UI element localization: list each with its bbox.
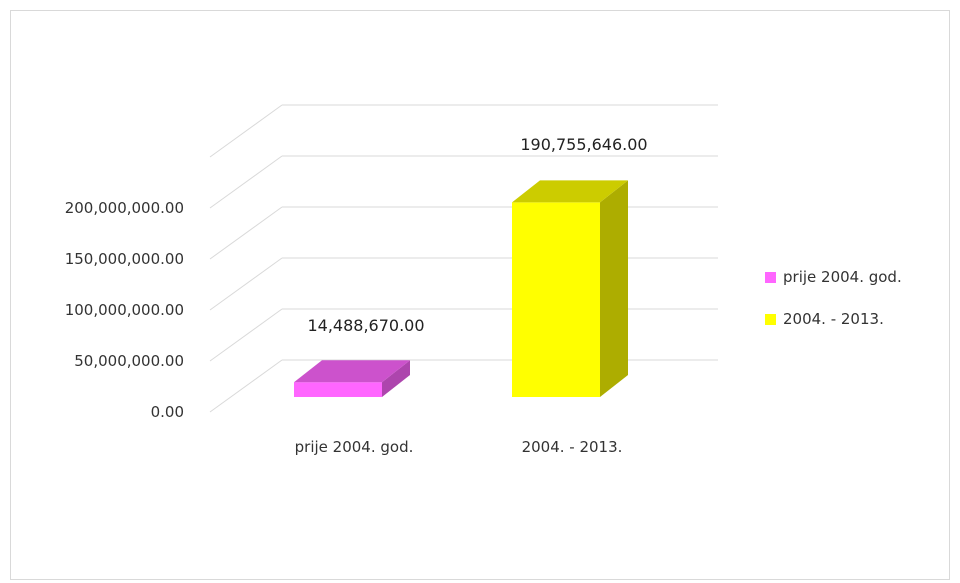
y-tick-label: 150,000,000.00 bbox=[65, 250, 184, 268]
gridline-diagonal bbox=[209, 155, 283, 209]
gridline-diagonal bbox=[209, 308, 283, 362]
gridline-diagonal bbox=[209, 257, 283, 311]
y-tick-label: 0.00 bbox=[151, 403, 184, 421]
bar-front bbox=[512, 202, 600, 397]
data-label: 190,755,646.00 bbox=[520, 135, 647, 154]
bars bbox=[294, 180, 628, 397]
legend-item: prije 2004. god. bbox=[765, 268, 902, 286]
legend-swatch bbox=[765, 314, 776, 325]
category-labels: prije 2004. god. 2004. - 2013. bbox=[295, 438, 623, 456]
gridlines bbox=[209, 104, 718, 413]
bar-side bbox=[382, 360, 410, 397]
legend-label: prije 2004. god. bbox=[783, 268, 902, 286]
category-label: 2004. - 2013. bbox=[522, 438, 623, 456]
data-label: 14,488,670.00 bbox=[307, 316, 424, 335]
y-tick-label: 100,000,000.00 bbox=[65, 301, 184, 319]
legend-item: 2004. - 2013. bbox=[765, 310, 884, 328]
y-tick-label: 200,000,000.00 bbox=[65, 199, 184, 217]
legend-label: 2004. - 2013. bbox=[783, 310, 884, 328]
gridline-diagonal bbox=[209, 359, 283, 413]
category-label: prije 2004. god. bbox=[295, 438, 414, 456]
bar-top bbox=[512, 180, 628, 203]
legend-swatch bbox=[765, 272, 776, 283]
y-tick-labels: 0.00 50,000,000.00 100,000,000.00 150,000,0… bbox=[65, 199, 184, 421]
gridline-diagonal-top bbox=[209, 104, 283, 158]
bar-top bbox=[294, 360, 410, 383]
data-labels: 14,488,670.00 190,755,646.00 bbox=[307, 135, 647, 335]
bar-1 bbox=[294, 360, 410, 397]
y-tick-label: 50,000,000.00 bbox=[74, 352, 184, 370]
bar-front bbox=[294, 382, 382, 397]
legend: prije 2004. god. 2004. - 2013. bbox=[765, 268, 902, 328]
gridline-diagonal bbox=[209, 206, 283, 260]
bar-side bbox=[600, 180, 628, 397]
bar-2 bbox=[512, 180, 628, 397]
